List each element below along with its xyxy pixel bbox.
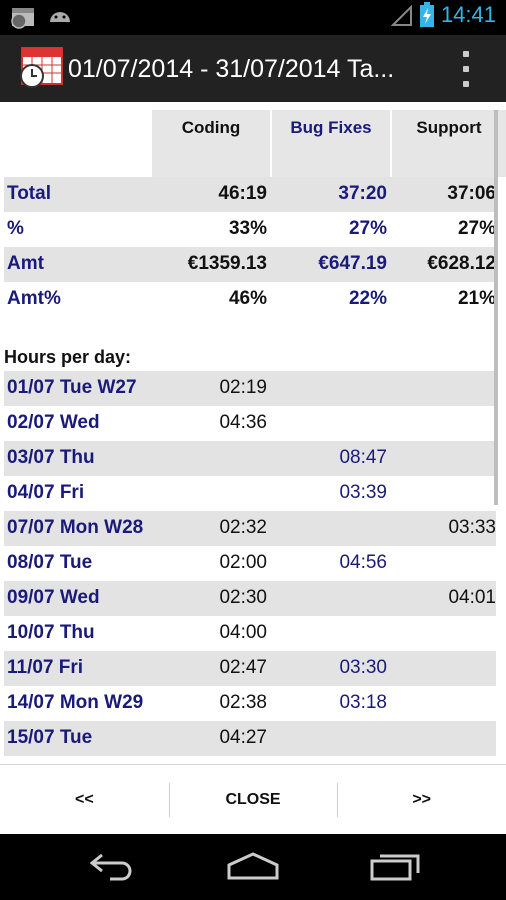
row-label: 07/07 Mon W28 <box>7 517 144 538</box>
row-label: 14/07 Mon W29 <box>7 692 144 713</box>
cell-value: 21% <box>457 288 496 309</box>
summary-row-percent: % 33% 27% 27% <box>4 212 496 247</box>
table-row[interactable]: 02/07 Wed 04:36 <box>4 406 496 441</box>
vertical-scrollbar[interactable] <box>494 110 498 505</box>
summary-row-total: Total 46:19 37:20 37:06 <box>4 177 496 212</box>
cell-value: 02:00 <box>219 552 267 573</box>
cell-value: 03:33 <box>448 517 496 538</box>
row-label: 10/07 Thu <box>7 622 95 643</box>
status-time: 14:41 <box>440 2 496 27</box>
cell-value: 04:27 <box>219 727 267 748</box>
cell-value: 02:47 <box>219 657 267 678</box>
cell-value: 04:36 <box>219 412 267 433</box>
table-row[interactable]: 10/07 Thu 04:00 <box>4 616 496 651</box>
cell-value: 27% <box>457 218 496 239</box>
calendar-clock-icon <box>11 8 34 29</box>
table-row[interactable]: 14/07 Mon W29 02:38 03:18 <box>4 686 496 721</box>
cell-value: 37:20 <box>338 183 387 204</box>
cell-value: 46% <box>228 288 267 309</box>
table-row[interactable]: 07/07 Mon W28 02:32 03:33 <box>4 511 496 546</box>
row-label: 02/07 Wed <box>7 412 100 433</box>
cell-value: 04:00 <box>219 622 267 643</box>
recent-apps-icon[interactable] <box>370 851 422 881</box>
cell-value: €628.12 <box>427 253 496 274</box>
report-content[interactable]: Coding Bug Fixes Support Total 46:19 37:… <box>0 102 506 764</box>
cell-value: €1359.13 <box>187 253 267 274</box>
table-row[interactable]: 08/07 Tue 02:00 04:56 <box>4 546 496 581</box>
next-period-button[interactable]: >> <box>337 765 506 834</box>
action-bar: 01/07/2014 - 31/07/2014 Ta... <box>0 35 506 102</box>
cell-value: €647.19 <box>318 253 387 274</box>
cell-value: 02:30 <box>219 587 267 608</box>
row-label: % <box>7 218 24 239</box>
table-row[interactable]: 03/07 Thu 08:47 <box>4 441 496 476</box>
close-button[interactable]: CLOSE <box>168 765 338 834</box>
cell-value: 04:01 <box>448 587 496 608</box>
no-signal-icon <box>390 4 412 26</box>
column-header-bug-fixes: Bug Fixes <box>272 110 390 177</box>
cell-value: 22% <box>348 288 387 309</box>
cell-value: 03:18 <box>339 692 387 713</box>
cell-value: 02:19 <box>219 377 267 398</box>
cell-value: 03:39 <box>339 482 387 503</box>
button-bar: << CLOSE >> <box>0 764 506 834</box>
cell-value: 03:30 <box>339 657 387 678</box>
cell-value: 08:47 <box>339 447 387 468</box>
navigation-bar <box>0 834 506 900</box>
table-row[interactable]: 01/07 Tue W27 02:19 <box>4 371 496 406</box>
summary-row-amount-percent: Amt% 46% 22% 21% <box>4 282 496 317</box>
summary-row-amount: Amt €1359.13 €647.19 €628.12 <box>4 247 496 282</box>
row-label: 01/07 Tue W27 <box>7 377 137 398</box>
cell-value: 46:19 <box>218 183 267 204</box>
back-icon[interactable] <box>88 851 138 881</box>
home-icon[interactable] <box>226 851 280 881</box>
cell-value: 04:56 <box>339 552 387 573</box>
row-label: 09/07 Wed <box>7 587 100 608</box>
row-label: 15/07 Tue <box>7 727 93 748</box>
cell-value: 27% <box>348 218 387 239</box>
cell-value: 33% <box>228 218 267 239</box>
cell-value: 02:32 <box>219 517 267 538</box>
previous-period-button[interactable]: << <box>74 790 94 808</box>
cell-value: 02:38 <box>219 692 267 713</box>
column-header-coding: Coding <box>152 110 270 177</box>
row-label: 11/07 Fri <box>7 657 84 678</box>
battery-charging-icon <box>419 2 434 27</box>
row-label: 08/07 Tue <box>7 552 93 573</box>
row-label: 04/07 Fri <box>7 482 85 503</box>
row-label: Amt% <box>7 288 61 309</box>
calendar-clock-icon[interactable] <box>18 44 64 90</box>
column-header-support: Support <box>392 110 506 177</box>
row-label: Total <box>7 183 51 204</box>
row-label: 03/07 Thu <box>7 447 95 468</box>
row-label: Amt <box>7 253 44 274</box>
table-row[interactable]: 11/07 Fri 02:47 03:30 <box>4 651 496 686</box>
page-title: 01/07/2014 - 31/07/2014 Ta... <box>68 55 395 83</box>
overflow-menu-icon[interactable] <box>456 51 476 87</box>
cell-value: 37:06 <box>447 183 496 204</box>
status-bar: 14:41 <box>0 0 506 35</box>
android-icon <box>50 12 70 22</box>
table-row[interactable]: 15/07 Tue 04:27 <box>4 721 496 756</box>
hours-per-day-heading: Hours per day: <box>4 347 132 367</box>
table-row[interactable]: 04/07 Fri 03:39 <box>4 476 496 511</box>
table-row[interactable]: 09/07 Wed 02:30 04:01 <box>4 581 496 616</box>
